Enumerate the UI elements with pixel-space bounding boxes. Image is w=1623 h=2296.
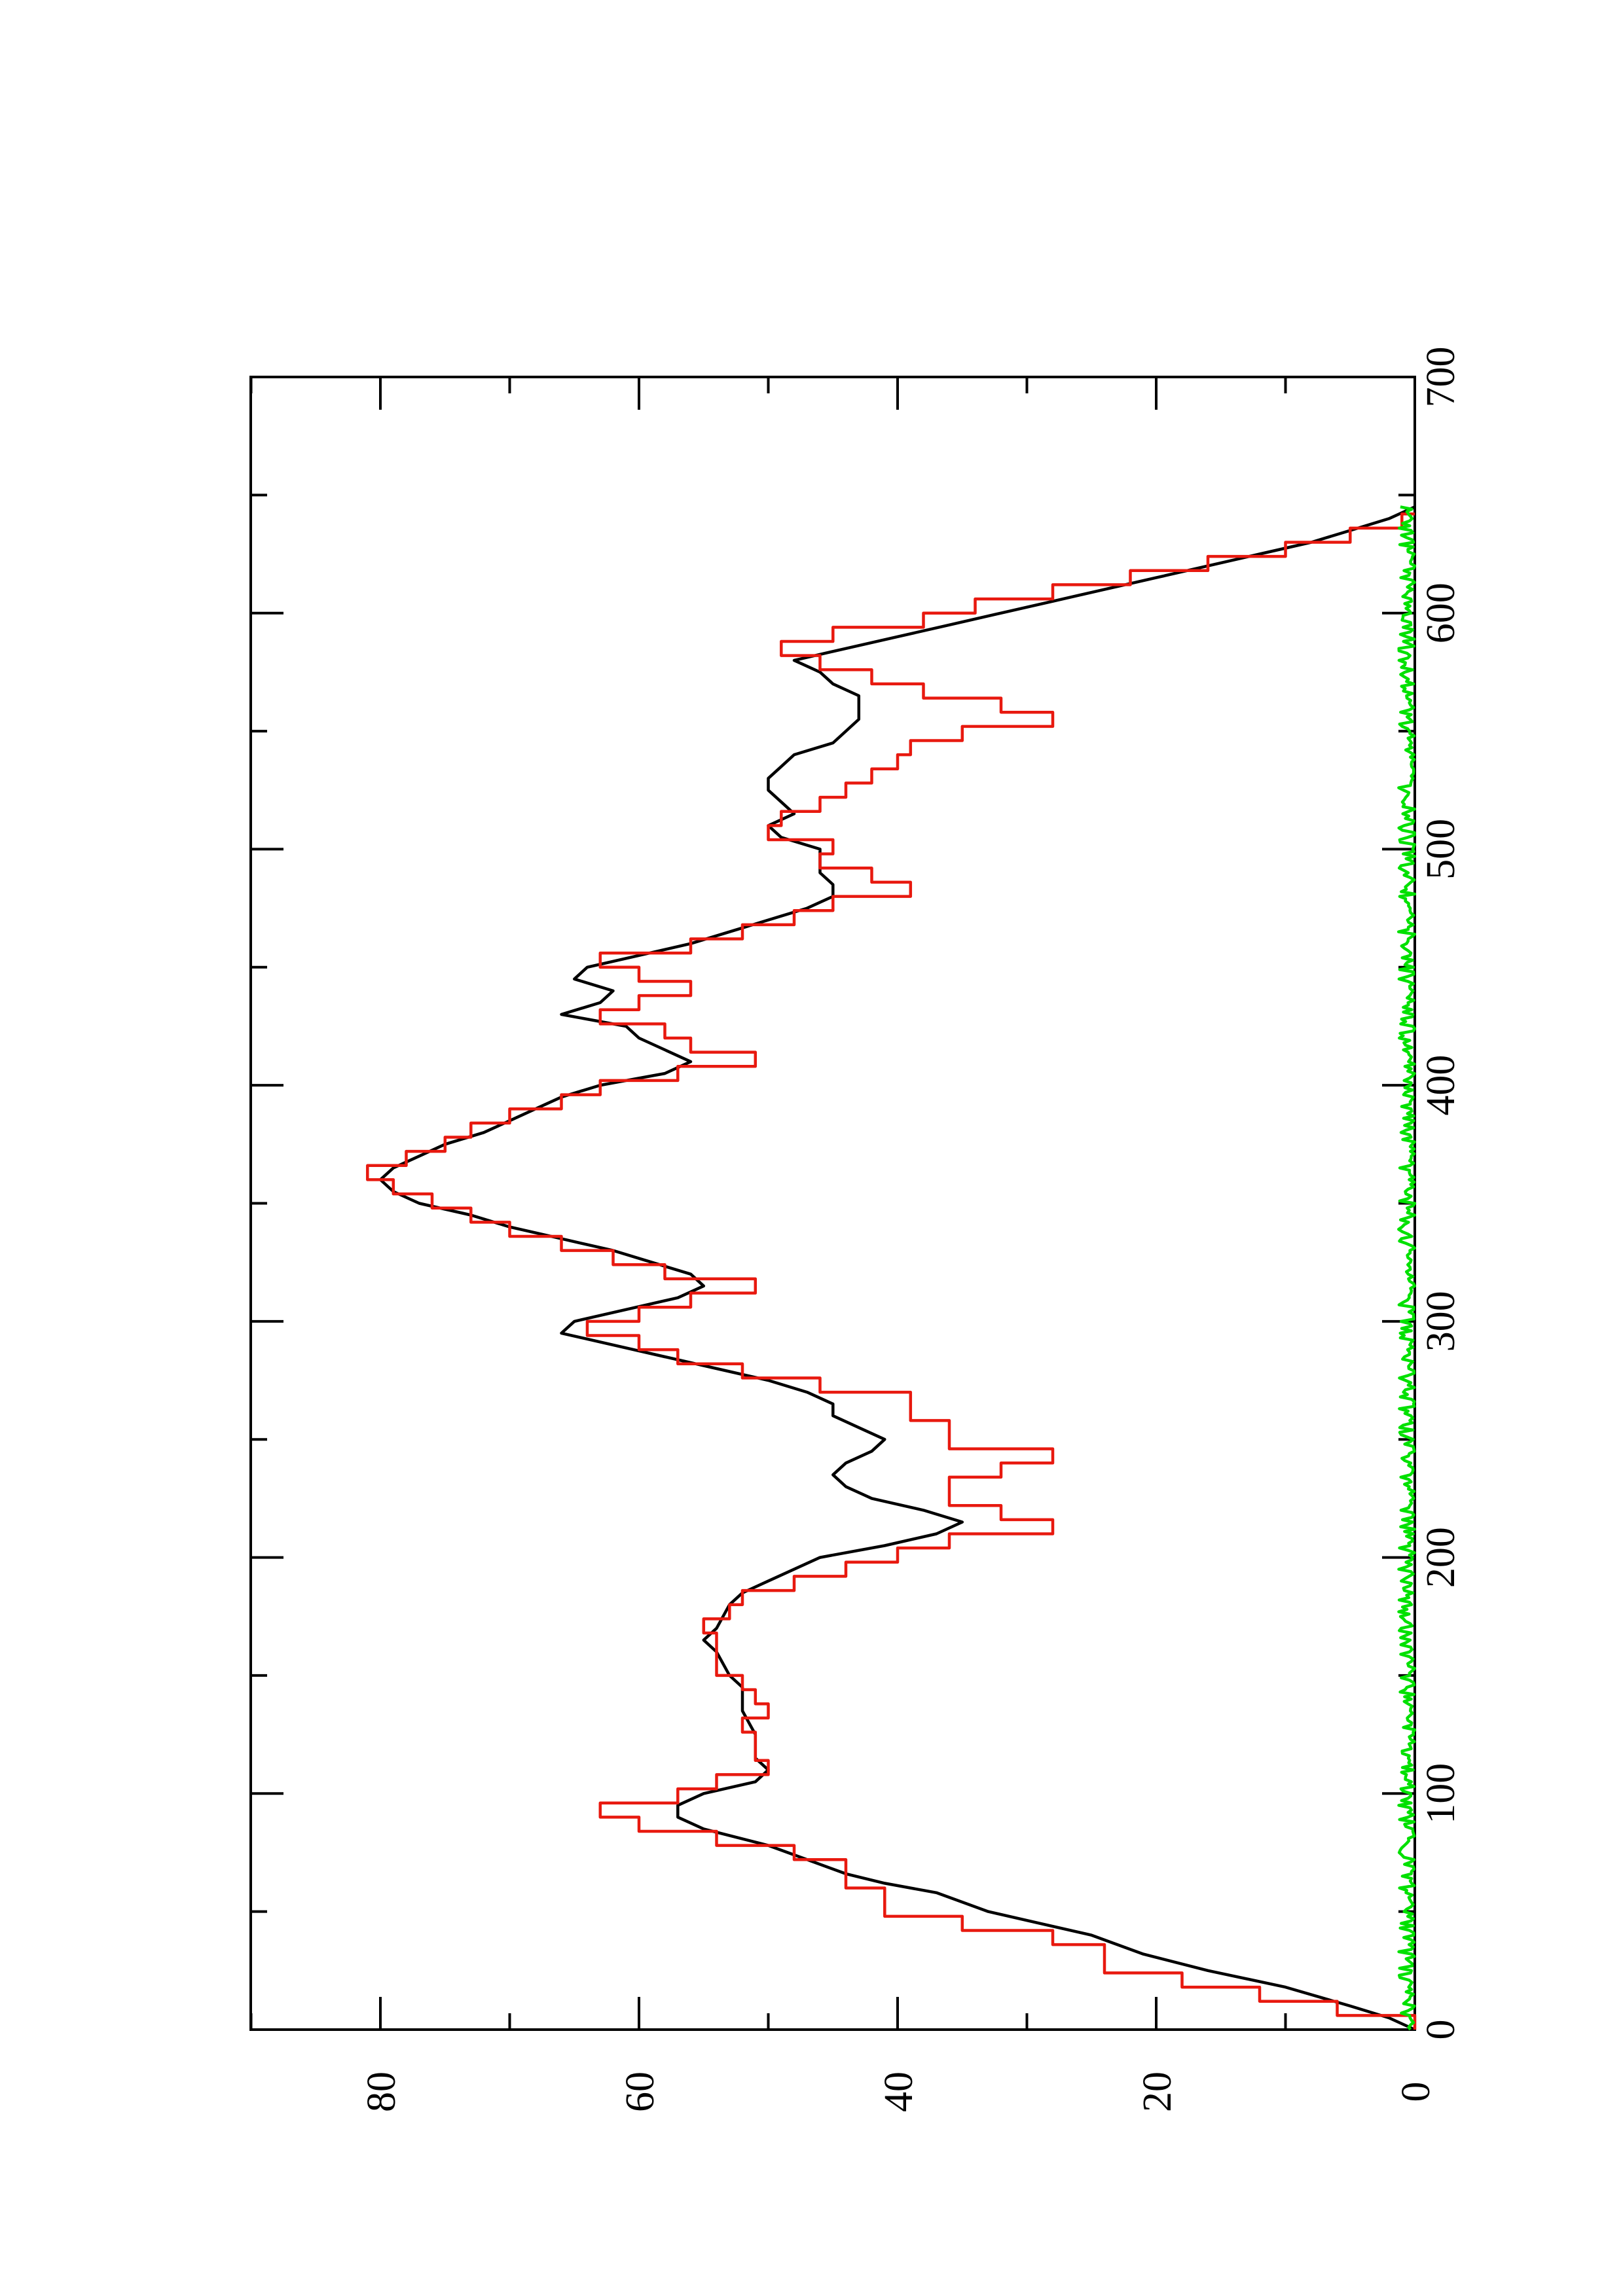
x-tick-label: 300: [1419, 1291, 1463, 1352]
y-tick-label: 20: [1135, 2072, 1180, 2112]
series-line-0: [378, 505, 1415, 2032]
x-tick-label: 500: [1419, 819, 1463, 880]
x-tick-label: 0: [1419, 2020, 1463, 2040]
x-tick-label: 100: [1419, 1763, 1463, 1824]
y-tick-label: 0: [1394, 2082, 1438, 2102]
x-tick-label: 700: [1419, 347, 1463, 408]
y-tick-label: 60: [618, 2072, 663, 2112]
y-tick-label: 40: [877, 2072, 921, 2112]
x-tick-label: 200: [1419, 1527, 1463, 1588]
series-line-1: [366, 512, 1417, 2030]
x-tick-label: 600: [1419, 583, 1463, 643]
axes: 0 100 200 300 400 500 600 700 0 20 40 60 80: [249, 347, 1463, 2112]
series-line-2: [1396, 505, 1417, 2031]
x-tick-label: 400: [1419, 1055, 1463, 1116]
series-layer: [366, 505, 1417, 2032]
y-tick-label: 80: [359, 2072, 404, 2112]
